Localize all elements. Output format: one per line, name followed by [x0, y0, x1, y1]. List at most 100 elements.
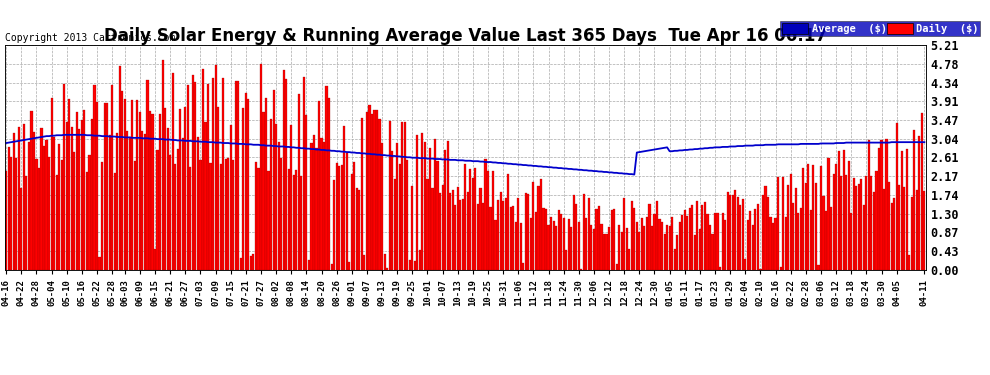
- Bar: [55, 175, 57, 270]
- Bar: [305, 115, 308, 270]
- Bar: [676, 235, 678, 270]
- Bar: [295, 170, 297, 270]
- Bar: [28, 141, 30, 270]
- Bar: [280, 158, 282, 270]
- Bar: [578, 222, 580, 270]
- Bar: [36, 159, 38, 270]
- Bar: [222, 78, 224, 270]
- Bar: [510, 207, 512, 270]
- Bar: [464, 164, 466, 270]
- Bar: [437, 160, 439, 270]
- Bar: [618, 225, 621, 270]
- Bar: [714, 213, 716, 270]
- Bar: [147, 80, 148, 270]
- Bar: [184, 106, 186, 270]
- Bar: [411, 186, 414, 270]
- Bar: [699, 229, 701, 270]
- Bar: [540, 179, 543, 270]
- Bar: [409, 260, 411, 270]
- Bar: [199, 160, 202, 270]
- Bar: [182, 138, 184, 270]
- Bar: [275, 124, 277, 270]
- Bar: [595, 209, 598, 270]
- Bar: [663, 234, 665, 270]
- Bar: [174, 164, 176, 270]
- Bar: [83, 110, 85, 270]
- Bar: [707, 214, 709, 270]
- Bar: [681, 215, 683, 270]
- Bar: [139, 112, 141, 270]
- Bar: [267, 171, 269, 270]
- Bar: [288, 169, 290, 270]
- Bar: [41, 128, 43, 270]
- Bar: [326, 86, 328, 270]
- Bar: [270, 119, 272, 270]
- Bar: [68, 99, 70, 270]
- Bar: [358, 189, 360, 270]
- Bar: [825, 211, 827, 270]
- Bar: [88, 155, 90, 270]
- Bar: [60, 160, 62, 270]
- Bar: [479, 188, 481, 270]
- Bar: [641, 218, 643, 270]
- Bar: [383, 254, 386, 270]
- Bar: [202, 69, 204, 270]
- Bar: [353, 162, 355, 270]
- Bar: [560, 214, 562, 270]
- Bar: [245, 93, 247, 270]
- Bar: [689, 208, 691, 270]
- Bar: [272, 90, 274, 270]
- Bar: [658, 219, 660, 270]
- Bar: [331, 264, 333, 270]
- Bar: [850, 213, 852, 270]
- Bar: [873, 192, 875, 270]
- Bar: [735, 190, 737, 270]
- Bar: [111, 85, 113, 270]
- Bar: [303, 77, 305, 270]
- Bar: [445, 150, 446, 270]
- Bar: [187, 85, 189, 270]
- Bar: [512, 206, 514, 270]
- Bar: [350, 174, 352, 270]
- Bar: [339, 166, 341, 270]
- Bar: [847, 161, 849, 270]
- Bar: [517, 198, 520, 270]
- Bar: [810, 210, 812, 270]
- Bar: [220, 164, 222, 270]
- Bar: [43, 146, 46, 270]
- Bar: [161, 60, 163, 270]
- Bar: [249, 256, 252, 270]
- Bar: [204, 122, 207, 270]
- Bar: [906, 149, 908, 270]
- Bar: [179, 109, 181, 270]
- Bar: [192, 75, 194, 270]
- Bar: [762, 195, 764, 270]
- Bar: [427, 178, 429, 270]
- Bar: [691, 205, 693, 270]
- Bar: [852, 178, 854, 270]
- Bar: [828, 158, 830, 270]
- Bar: [394, 179, 396, 270]
- Bar: [104, 103, 106, 270]
- Bar: [166, 128, 168, 270]
- Bar: [704, 202, 706, 270]
- Bar: [257, 168, 259, 270]
- Bar: [101, 162, 103, 270]
- Bar: [520, 223, 522, 270]
- Bar: [611, 210, 613, 270]
- Bar: [238, 81, 240, 270]
- Bar: [562, 219, 564, 270]
- Bar: [451, 190, 453, 270]
- Bar: [751, 225, 754, 270]
- Bar: [898, 185, 900, 270]
- Bar: [371, 114, 373, 270]
- Title: Daily Solar Energy & Running Average Value Last 365 Days  Tue Apr 16 06:17: Daily Solar Energy & Running Average Val…: [104, 27, 827, 45]
- Bar: [606, 234, 608, 270]
- Bar: [65, 122, 68, 270]
- Bar: [671, 217, 673, 270]
- Bar: [366, 112, 368, 270]
- Bar: [807, 164, 810, 270]
- Bar: [583, 194, 585, 270]
- Bar: [507, 174, 509, 270]
- Bar: [557, 210, 559, 270]
